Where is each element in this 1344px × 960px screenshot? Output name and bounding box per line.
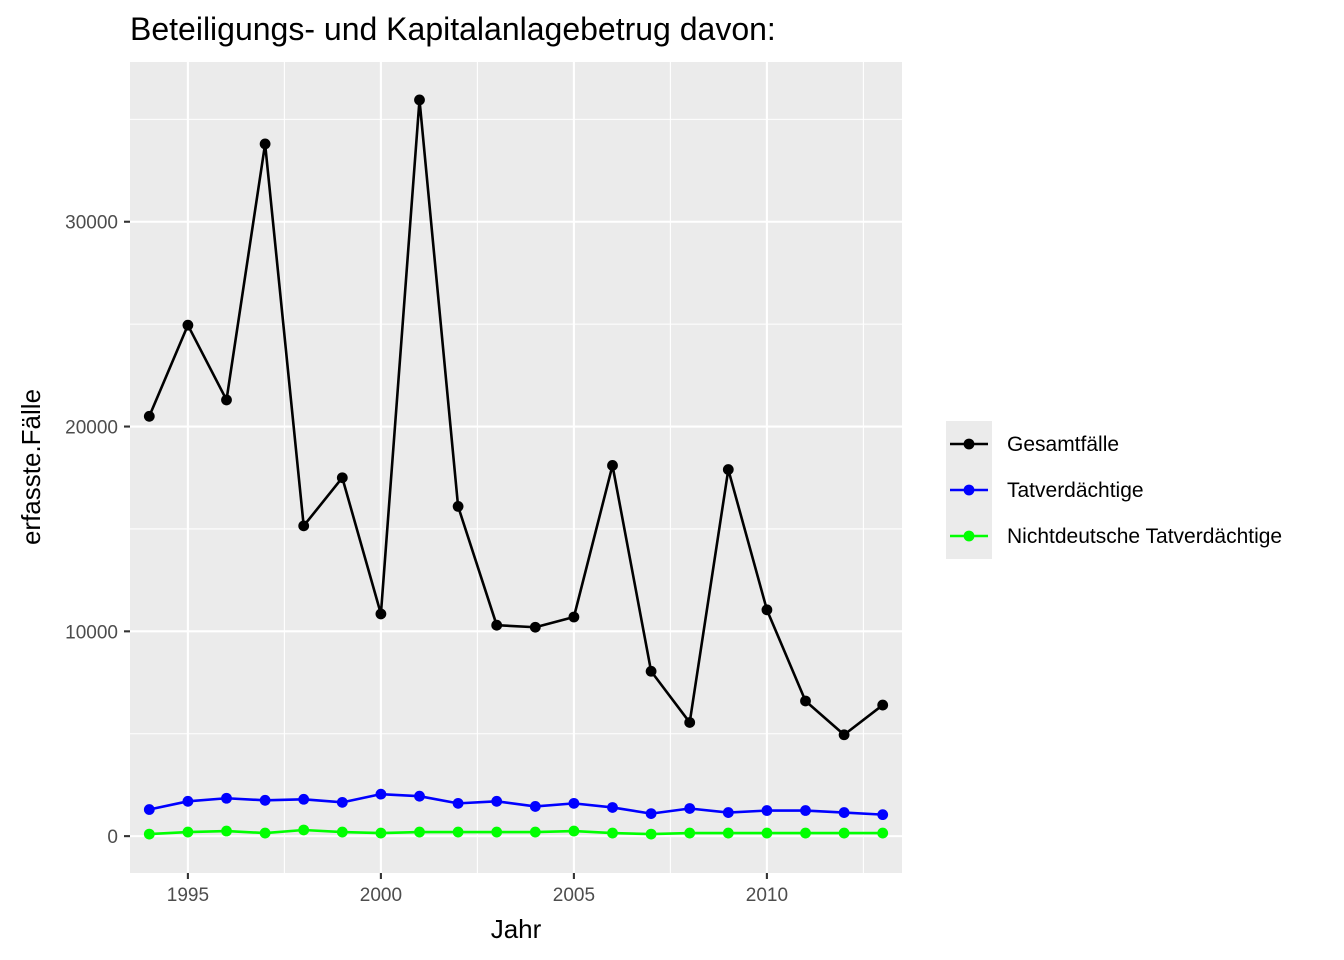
legend-key-point [963,484,975,496]
data-point [877,827,889,839]
data-point [722,464,734,475]
data-point [800,695,811,707]
legend-item: Gesamtfälle [950,433,1119,456]
data-point [182,319,194,331]
data-point [259,794,271,806]
data-point [452,501,464,512]
data-point [491,619,503,631]
axes: 1995 2000 2005 2010 0 10000 20000 30000 [65,213,788,906]
legend: Gesamtfälle Tatverdächtige Nichtdeutsche T… [946,421,1282,559]
x-tick-label: 2000 [360,885,402,906]
data-point [800,805,811,816]
data-point [298,824,310,836]
data-point [529,621,541,633]
data-point [375,788,387,800]
data-point [607,802,618,813]
series-2 [143,824,889,840]
data-point [298,793,310,805]
data-point [838,827,850,839]
y-tick-label: 0 [107,827,118,848]
legend-label: Tatverdächtige [1007,479,1144,502]
series-line [148,98,884,737]
data-point [221,792,232,804]
data-point [221,825,232,837]
chart-title: Beteiligungs- und Kapitalanlagebetrug da… [130,11,776,47]
data-point [607,827,618,839]
legend-label: Nichtdeutsche Tatverdächtige [1007,525,1282,548]
data-point [259,138,271,150]
x-axis-title: Jahr [491,914,542,944]
plot-panel [130,62,902,873]
y-tick-label: 10000 [65,622,118,643]
data-point [336,472,348,484]
data-point [143,828,155,840]
data-point [414,826,425,838]
data-point [877,699,889,711]
grid [130,62,902,873]
series-0 [143,94,889,741]
x-tick-label: 2010 [746,885,788,906]
data-point [221,394,232,406]
data-point [838,729,850,741]
data-point [452,797,464,809]
data-point [684,827,696,839]
data-point [568,797,580,809]
legend-key-point [963,530,975,542]
data-point [722,807,734,818]
data-point [761,805,773,816]
data-point [645,808,657,820]
legend-label: Gesamtfälle [1007,433,1119,456]
data-point [143,804,155,815]
data-point [645,665,657,677]
x-tick-label: 2005 [553,885,595,906]
x-tick-label: 1995 [167,885,209,906]
series-layer [143,94,889,840]
data-point [645,828,657,840]
y-axis-title: erfasste.Fälle [16,389,46,545]
data-point [336,796,348,808]
data-point [684,717,696,728]
data-point [761,827,773,839]
data-point [529,826,541,838]
data-point [529,801,541,812]
data-point [182,795,194,807]
legend-key-point [963,438,975,450]
data-point [414,790,425,802]
y-tick-label: 20000 [65,418,118,439]
data-point [568,825,580,837]
data-point [684,803,696,814]
data-point [607,460,618,471]
legend-item: Nichtdeutsche Tatverdächtige [950,525,1282,548]
data-point [568,611,580,623]
data-point [800,827,811,839]
data-point [298,520,310,532]
series-line [149,828,883,836]
data-point [722,827,734,839]
data-point [838,807,850,818]
series-1 [143,788,889,821]
data-point [375,608,387,620]
data-point [259,827,271,839]
data-point [375,827,387,839]
data-point [491,795,503,807]
legend-item: Tatverdächtige [950,479,1144,502]
data-point [491,826,503,838]
series-line [149,792,883,816]
data-point [877,809,889,821]
y-tick-label: 30000 [65,213,118,234]
data-point [414,94,425,106]
data-point [452,826,464,838]
data-point [336,826,348,838]
data-point [761,604,773,616]
data-point [143,410,155,422]
data-point [182,826,194,838]
